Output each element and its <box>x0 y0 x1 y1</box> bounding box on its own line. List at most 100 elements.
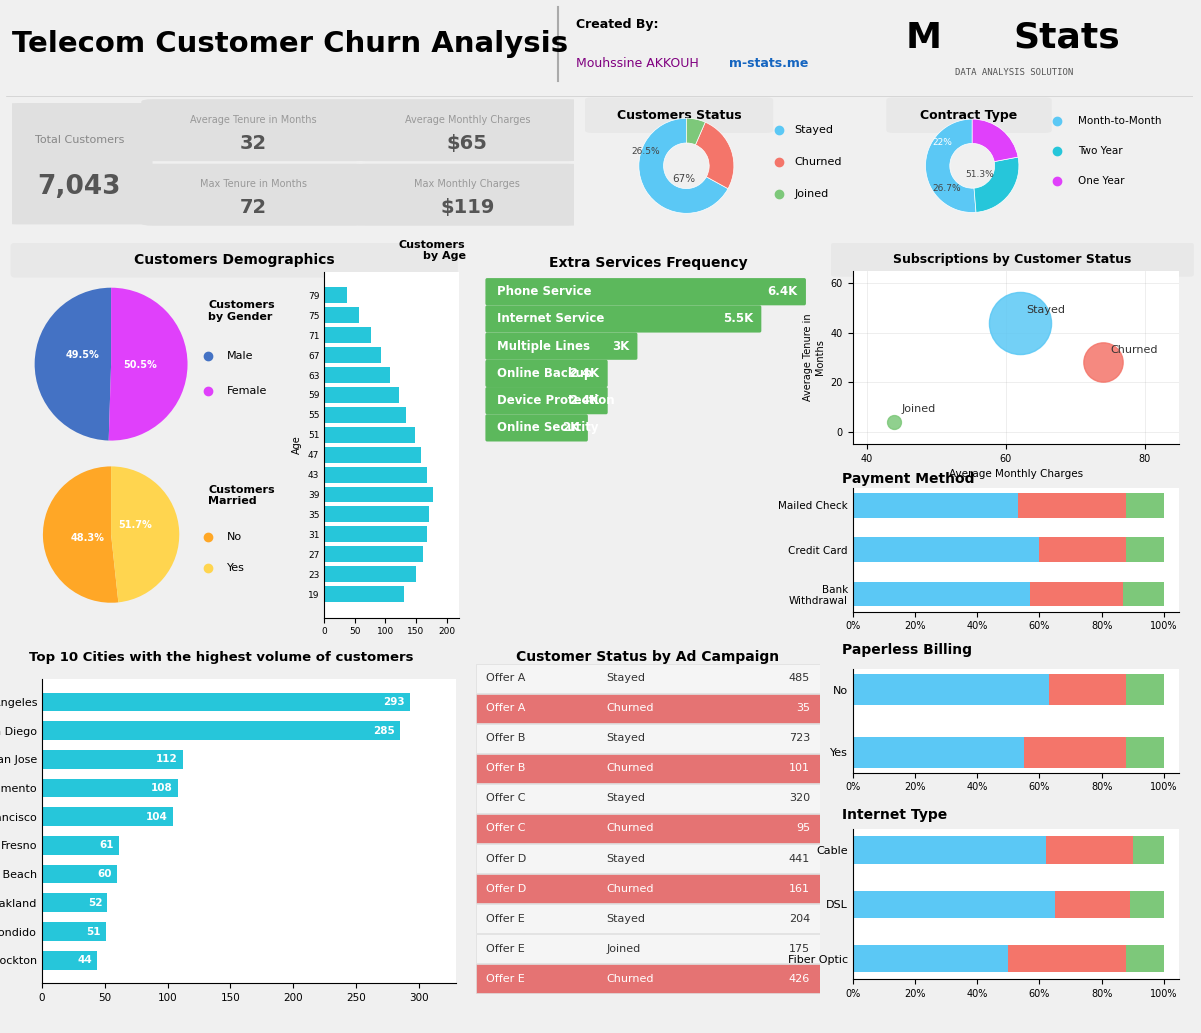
Text: 293: 293 <box>383 697 405 707</box>
Text: 51.7%: 51.7% <box>118 520 151 530</box>
Text: Offer C: Offer C <box>486 823 525 834</box>
Text: Device Protection: Device Protection <box>497 395 615 407</box>
Text: Online Secutity: Online Secutity <box>497 421 598 435</box>
Text: 2K: 2K <box>562 421 580 435</box>
Text: Payment Method: Payment Method <box>842 471 974 486</box>
Text: $65: $65 <box>447 133 488 153</box>
Wedge shape <box>973 119 1018 161</box>
Bar <box>853 890 1054 918</box>
Text: 204: 204 <box>789 913 809 924</box>
Text: Joined: Joined <box>607 944 641 953</box>
Wedge shape <box>639 118 728 213</box>
Text: Stats: Stats <box>1014 21 1121 55</box>
Text: Paperless Billing: Paperless Billing <box>842 644 972 657</box>
Text: Two Year: Two Year <box>1078 146 1123 156</box>
Text: Total Customers: Total Customers <box>35 135 124 146</box>
FancyBboxPatch shape <box>476 874 820 903</box>
FancyBboxPatch shape <box>476 784 820 813</box>
Bar <box>1048 675 1127 706</box>
Bar <box>324 427 414 443</box>
FancyBboxPatch shape <box>142 163 366 226</box>
Bar <box>42 951 97 970</box>
Y-axis label: Age: Age <box>292 435 303 455</box>
Point <box>885 413 904 430</box>
Bar <box>42 750 183 769</box>
Text: Customer Status by Ad Campaign: Customer Status by Ad Campaign <box>516 650 779 664</box>
Text: Churned: Churned <box>1110 345 1158 355</box>
FancyBboxPatch shape <box>886 97 1052 133</box>
Bar <box>1127 675 1164 706</box>
Bar <box>324 347 381 363</box>
Bar <box>42 721 400 740</box>
Bar <box>1127 945 1164 972</box>
FancyBboxPatch shape <box>11 243 458 278</box>
Text: $119: $119 <box>440 198 495 217</box>
Bar <box>1127 737 1164 768</box>
Text: 3K: 3K <box>611 340 629 352</box>
Text: Contract Type: Contract Type <box>920 108 1017 122</box>
Text: 51.3%: 51.3% <box>964 170 993 180</box>
FancyBboxPatch shape <box>485 333 638 359</box>
Bar <box>324 546 423 562</box>
Bar <box>324 566 416 582</box>
Bar <box>42 865 118 883</box>
Text: 32: 32 <box>240 133 268 153</box>
Bar <box>1127 537 1164 562</box>
Text: Yes: Yes <box>227 563 245 573</box>
FancyBboxPatch shape <box>476 814 820 843</box>
Text: M: M <box>906 21 942 55</box>
Bar <box>853 537 1039 562</box>
Text: Multiple Lines: Multiple Lines <box>497 340 590 352</box>
Text: Male: Male <box>227 351 253 362</box>
Text: 2.4K: 2.4K <box>569 395 599 407</box>
Text: Customers
Married: Customers Married <box>208 484 275 506</box>
Text: 161: 161 <box>789 883 809 894</box>
Bar <box>324 446 420 463</box>
Text: Extra Services Frequency: Extra Services Frequency <box>549 256 747 271</box>
Bar <box>1023 737 1127 768</box>
Text: Mouhssine AKKOUH: Mouhssine AKKOUH <box>576 57 699 69</box>
Text: Joined: Joined <box>794 189 829 198</box>
FancyBboxPatch shape <box>476 934 820 963</box>
Bar <box>1009 945 1127 972</box>
Text: Offer B: Offer B <box>486 733 525 744</box>
Text: 5.5K: 5.5K <box>723 312 753 325</box>
Bar <box>324 387 399 403</box>
Text: Max Monthly Charges: Max Monthly Charges <box>414 180 520 189</box>
Text: Subscriptions by Customer Status: Subscriptions by Customer Status <box>894 253 1131 267</box>
Bar <box>853 582 1030 606</box>
Point <box>1093 354 1112 371</box>
Text: Churned: Churned <box>607 974 655 983</box>
Text: Created By:: Created By: <box>576 19 659 31</box>
Bar <box>324 327 371 343</box>
Text: 175: 175 <box>789 944 809 953</box>
Bar <box>324 407 406 422</box>
Text: Churned: Churned <box>607 763 655 774</box>
Wedge shape <box>926 119 976 213</box>
Text: 26.7%: 26.7% <box>932 185 961 193</box>
Text: Average Tenure in Months: Average Tenure in Months <box>191 115 317 125</box>
Bar <box>1127 493 1164 518</box>
Text: Telecom Customer Churn Analysis: Telecom Customer Churn Analysis <box>12 30 568 58</box>
Bar <box>324 467 428 482</box>
Text: Offer A: Offer A <box>486 703 525 713</box>
X-axis label: Average Monthly Charges: Average Monthly Charges <box>949 469 1083 479</box>
Bar <box>853 837 1046 864</box>
Text: Top 10 Cities with the highest volume of customers: Top 10 Cities with the highest volume of… <box>29 651 413 664</box>
Bar <box>42 692 410 711</box>
Text: 60: 60 <box>97 869 113 879</box>
Text: 485: 485 <box>789 674 809 683</box>
Text: Phone Service: Phone Service <box>497 285 592 299</box>
Bar <box>324 527 428 542</box>
FancyBboxPatch shape <box>476 844 820 873</box>
Text: Internet Type: Internet Type <box>842 808 948 822</box>
FancyBboxPatch shape <box>476 694 820 723</box>
Bar <box>1123 582 1164 606</box>
Bar <box>1054 890 1130 918</box>
Text: m-stats.me: m-stats.me <box>729 57 808 69</box>
Text: 320: 320 <box>789 793 809 804</box>
Text: 7,043: 7,043 <box>37 174 121 200</box>
Text: 101: 101 <box>789 763 809 774</box>
Text: 49.5%: 49.5% <box>65 350 98 361</box>
Bar <box>324 308 359 323</box>
